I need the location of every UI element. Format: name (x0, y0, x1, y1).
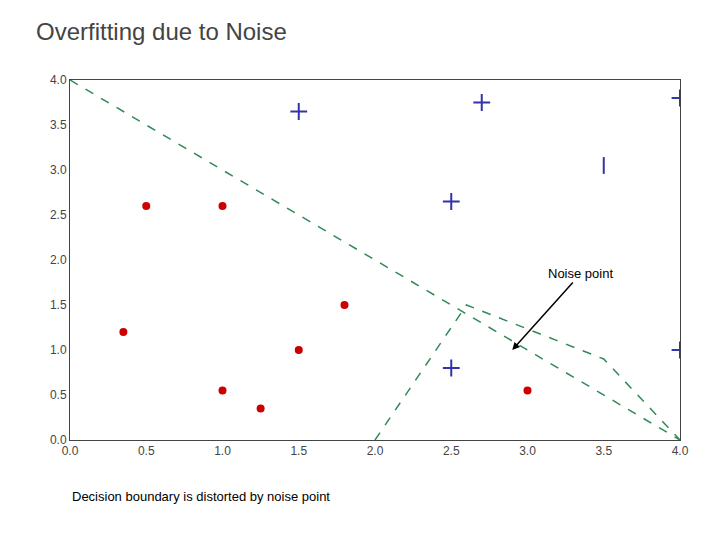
svg-text:3.5: 3.5 (50, 118, 67, 132)
svg-text:0.0: 0.0 (50, 433, 67, 447)
svg-text:Noise point: Noise point (548, 266, 613, 281)
svg-text:2.5: 2.5 (443, 444, 460, 458)
svg-text:1.5: 1.5 (290, 444, 307, 458)
svg-text:0.0: 0.0 (62, 444, 79, 458)
svg-text:1.5: 1.5 (50, 298, 67, 312)
svg-text:4.0: 4.0 (672, 444, 689, 458)
svg-text:0.5: 0.5 (138, 444, 155, 458)
svg-text:Decision boundary is distorted: Decision boundary is distorted by noise … (72, 489, 330, 504)
svg-text:2.0: 2.0 (50, 253, 67, 267)
svg-text:1.0: 1.0 (50, 343, 67, 357)
svg-text:3.0: 3.0 (50, 163, 67, 177)
svg-text:1.0: 1.0 (214, 444, 231, 458)
svg-text:3.5: 3.5 (595, 444, 612, 458)
svg-text:2.5: 2.5 (50, 208, 67, 222)
svg-text:0.5: 0.5 (50, 388, 67, 402)
svg-text:2.0: 2.0 (367, 444, 384, 458)
svg-text:3.0: 3.0 (519, 444, 536, 458)
svg-text:Overfitting due to Noise: Overfitting due to Noise (36, 18, 287, 45)
svg-text:4.0: 4.0 (50, 73, 67, 87)
